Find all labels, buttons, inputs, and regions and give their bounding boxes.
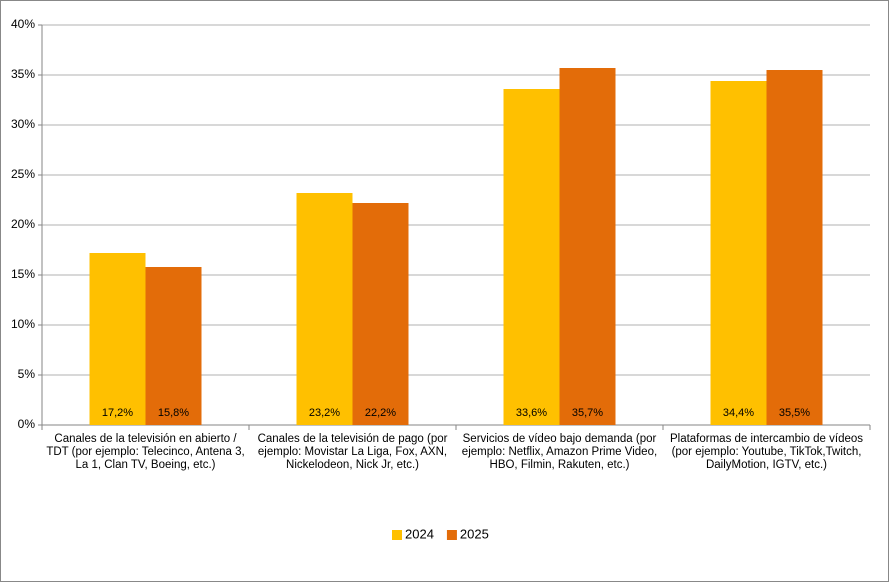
y-tick-label: 15%: [11, 267, 35, 281]
y-tick-label: 20%: [11, 217, 35, 231]
bar: [710, 81, 767, 425]
bar: [89, 253, 146, 425]
legend-label: 2025: [460, 526, 489, 541]
x-tick-label: Canales de la televisión en abierto / TD…: [46, 433, 245, 471]
bar: [766, 70, 823, 425]
legend-swatch: [446, 530, 457, 540]
y-tick-label: 0%: [18, 417, 36, 431]
x-tick-label: Canales de la televisión de pago (por ej…: [257, 433, 448, 471]
value-label: 35,5%: [779, 407, 810, 419]
bar: [145, 267, 202, 425]
y-tick-label: 25%: [11, 167, 35, 181]
y-tick-label: 35%: [11, 67, 35, 81]
y-tick-label: 30%: [11, 117, 35, 131]
y-tick-label: 40%: [11, 17, 35, 31]
y-tick-label: 10%: [11, 317, 35, 331]
value-label: 35,7%: [572, 407, 603, 419]
bar: [503, 89, 560, 425]
x-tick-label: Plataformas de intercambio de vídeos (po…: [669, 433, 864, 471]
x-tick-label: Servicios de vídeo bajo demanda (por eje…: [461, 433, 658, 471]
bar: [352, 203, 409, 425]
legend-label: 2024: [405, 526, 434, 541]
value-label: 23,2%: [309, 407, 340, 419]
y-tick-label: 5%: [18, 367, 36, 381]
bar: [559, 68, 616, 425]
value-label: 15,8%: [158, 407, 189, 419]
value-label: 22,2%: [365, 407, 396, 419]
value-label: 33,6%: [516, 407, 547, 419]
legend-swatch: [392, 530, 402, 540]
value-label: 34,4%: [723, 407, 754, 419]
value-label: 17,2%: [102, 407, 133, 419]
bar: [296, 193, 353, 425]
